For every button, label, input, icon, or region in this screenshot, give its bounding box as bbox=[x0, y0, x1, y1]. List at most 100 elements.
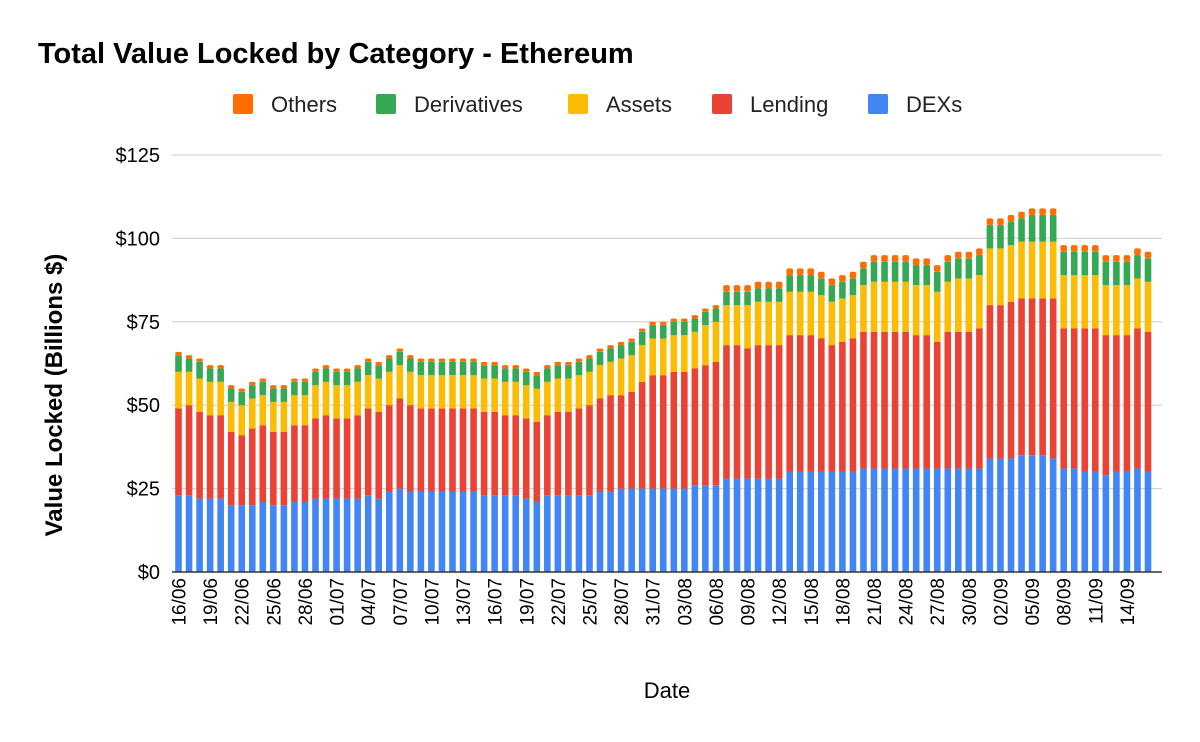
bar-others bbox=[607, 345, 614, 349]
bar-dexs bbox=[839, 471, 846, 572]
bar-derivatives bbox=[501, 368, 509, 382]
bar-lending bbox=[428, 408, 435, 492]
bar-derivatives bbox=[828, 285, 836, 302]
bar-dexs bbox=[322, 498, 330, 572]
bar-dexs bbox=[691, 485, 699, 572]
bar-others bbox=[217, 365, 224, 369]
bar-assets bbox=[1060, 275, 1067, 329]
bar-others bbox=[238, 388, 246, 392]
bar-derivatives bbox=[270, 388, 277, 402]
bar-lending bbox=[607, 395, 614, 492]
bar-derivatives bbox=[965, 258, 973, 279]
bar-dexs bbox=[775, 478, 783, 572]
bar-dexs bbox=[659, 488, 667, 572]
bar-dexs bbox=[1049, 458, 1057, 572]
bar-lending bbox=[1123, 335, 1131, 472]
bar-lending bbox=[933, 341, 941, 469]
bar-others bbox=[501, 365, 509, 369]
bar-lending bbox=[965, 331, 973, 469]
bar-derivatives bbox=[1028, 215, 1036, 242]
bar-assets bbox=[723, 305, 730, 346]
bar-assets bbox=[1028, 241, 1036, 299]
bar-dexs bbox=[575, 495, 583, 572]
bar-assets bbox=[997, 248, 1004, 306]
bar-derivatives bbox=[385, 358, 393, 372]
bar-dexs bbox=[586, 495, 593, 572]
bar-derivatives bbox=[1060, 251, 1067, 276]
bar-others bbox=[912, 258, 920, 266]
bar-derivatives bbox=[259, 381, 267, 396]
bar-dexs bbox=[1028, 455, 1036, 572]
bar-dexs bbox=[1007, 458, 1015, 572]
bar-dexs bbox=[417, 491, 425, 572]
bar-derivatives bbox=[575, 361, 583, 376]
x-tick-label: 01/07 bbox=[328, 578, 349, 626]
bar-others bbox=[1049, 208, 1057, 216]
bar-others bbox=[175, 351, 182, 356]
bar-assets bbox=[912, 285, 920, 336]
bar-assets bbox=[786, 291, 794, 336]
bar-assets bbox=[702, 325, 709, 366]
bar-dexs bbox=[554, 495, 562, 572]
bar-assets bbox=[470, 375, 477, 409]
x-tick-label: 25/06 bbox=[264, 578, 285, 626]
bar-others bbox=[839, 275, 846, 282]
bar-lending bbox=[818, 338, 825, 472]
x-tick-label: 16/06 bbox=[170, 578, 191, 626]
bar-assets bbox=[1039, 241, 1046, 299]
bar-others bbox=[438, 358, 446, 362]
bar-derivatives bbox=[638, 331, 646, 346]
legend-label: Derivatives bbox=[414, 92, 523, 117]
bar-others bbox=[849, 271, 857, 279]
bar-assets bbox=[449, 375, 456, 409]
bar-others bbox=[1144, 251, 1152, 259]
legend: Others Derivatives Assets Lending DEXs bbox=[233, 92, 962, 117]
bar-derivatives bbox=[196, 361, 203, 379]
bar-others bbox=[691, 315, 699, 319]
x-tick-label: 12/08 bbox=[770, 578, 791, 626]
bar-lending bbox=[1039, 298, 1046, 456]
bar-assets bbox=[1123, 285, 1131, 336]
x-tick-label: 11/09 bbox=[1086, 578, 1107, 624]
bar-derivatives bbox=[849, 278, 857, 296]
bar-derivatives bbox=[733, 291, 741, 306]
bar-assets bbox=[270, 401, 277, 432]
bar-assets bbox=[280, 401, 288, 432]
bar-lending bbox=[860, 331, 867, 469]
y-axis-title: Value Locked (Billions $) bbox=[41, 254, 68, 537]
bar-derivatives bbox=[343, 371, 351, 386]
bar-derivatives bbox=[976, 255, 983, 276]
bar-derivatives bbox=[944, 261, 952, 282]
bar-others bbox=[322, 365, 330, 369]
bar-lending bbox=[1081, 328, 1089, 472]
bar-lending bbox=[301, 425, 309, 502]
bar-derivatives bbox=[955, 258, 962, 279]
bar-others bbox=[385, 355, 393, 359]
bar-dexs bbox=[944, 468, 952, 572]
bar-assets bbox=[248, 398, 256, 429]
bar-assets bbox=[923, 285, 930, 336]
bar-assets bbox=[681, 335, 688, 372]
bar-assets bbox=[607, 361, 614, 396]
bar-dexs bbox=[238, 505, 246, 572]
legend-swatch bbox=[376, 94, 396, 114]
bar-dexs bbox=[923, 468, 930, 572]
bar-lending bbox=[733, 345, 741, 479]
bar-lending bbox=[354, 415, 361, 499]
bar-lending bbox=[291, 425, 298, 502]
bar-assets bbox=[1007, 245, 1015, 302]
bar-others bbox=[765, 281, 772, 289]
bar-dexs bbox=[681, 488, 688, 572]
x-tick-label: 04/07 bbox=[359, 578, 380, 626]
bar-lending bbox=[670, 371, 678, 489]
bar-derivatives bbox=[438, 361, 446, 376]
bar-others bbox=[459, 358, 467, 362]
bar-dexs bbox=[765, 478, 772, 572]
legend-swatch bbox=[712, 94, 732, 114]
bar-others bbox=[923, 258, 930, 266]
bar-derivatives bbox=[407, 358, 414, 372]
bar-derivatives bbox=[786, 275, 794, 292]
bar-dexs bbox=[291, 501, 298, 572]
bar-dexs bbox=[206, 498, 214, 572]
bar-others bbox=[1028, 208, 1036, 216]
